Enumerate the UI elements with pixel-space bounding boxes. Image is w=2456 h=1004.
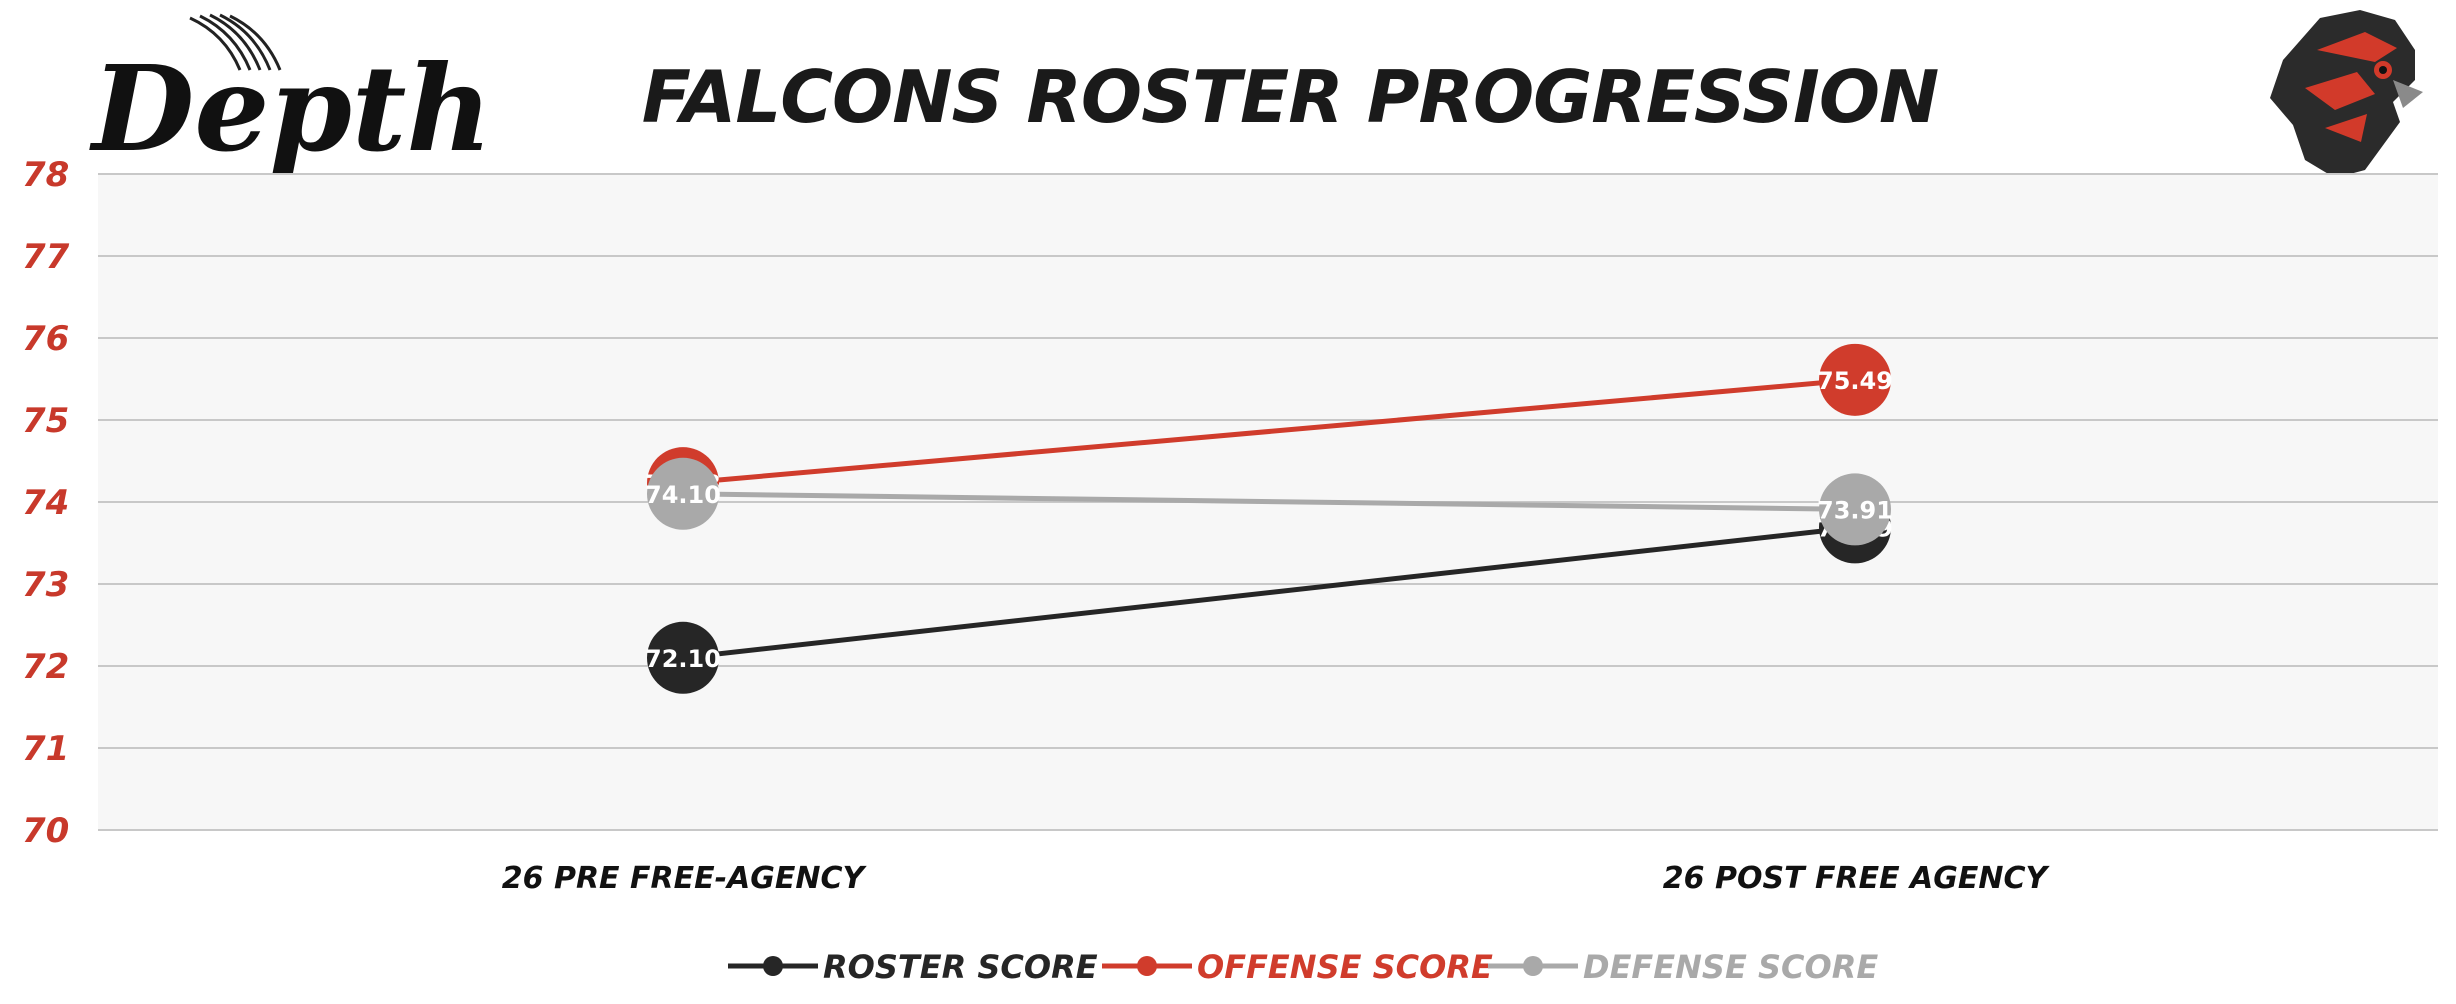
data-label: 74.10 — [645, 481, 721, 509]
data-label: 72.10 — [645, 645, 721, 673]
data-point — [1819, 473, 1891, 546]
y-tick-label: 77 — [22, 237, 70, 277]
data-label: 75.49 — [1817, 367, 1893, 395]
legend-marker — [1137, 956, 1157, 976]
legend-marker — [763, 956, 783, 976]
gridlines — [98, 173, 2438, 831]
y-tick-label: 75 — [22, 401, 69, 441]
y-tick-label: 70 — [22, 811, 69, 851]
falcon-logo-icon — [2270, 10, 2423, 178]
series-line — [682, 491, 1856, 512]
y-tick-label: 76 — [22, 319, 69, 359]
y-axis: 70 71 72 73 74 75 76 77 78 — [22, 155, 70, 851]
legend: ROSTER SCORE OFFENSE SCORE DEFENSE SCORE — [728, 948, 1878, 986]
series-line — [682, 377, 1856, 486]
x-tick-label: 26 POST FREE AGENCY — [1663, 861, 2051, 896]
x-axis: 26 PRE FREE-AGENCY 26 POST FREE AGENCY — [502, 861, 2051, 896]
data-point — [1819, 343, 1891, 416]
y-tick-label: 72 — [22, 647, 69, 687]
legend-label: DEFENSE SCORE — [1583, 948, 1878, 986]
logo-text: Depth — [89, 39, 492, 178]
y-tick-label: 71 — [22, 729, 69, 769]
data-point — [647, 457, 719, 530]
series-lines — [682, 377, 1856, 661]
y-tick-label: 74 — [22, 483, 69, 523]
legend-marker — [1523, 956, 1543, 976]
chart-title: FALCONS ROSTER PROGRESSION — [642, 55, 1939, 139]
depth-logo: Depth — [89, 13, 492, 178]
logo-swoosh-icon — [189, 13, 282, 71]
legend-label: OFFENSE SCORE — [1197, 948, 1493, 986]
data-label: 73.91 — [1817, 496, 1893, 524]
data-point — [647, 621, 719, 694]
y-tick-label: 78 — [22, 155, 69, 195]
y-tick-label: 73 — [22, 565, 69, 605]
legend-label: ROSTER SCORE — [823, 948, 1098, 986]
x-tick-label: 26 PRE FREE-AGENCY — [502, 861, 868, 896]
series-line — [682, 524, 1856, 661]
